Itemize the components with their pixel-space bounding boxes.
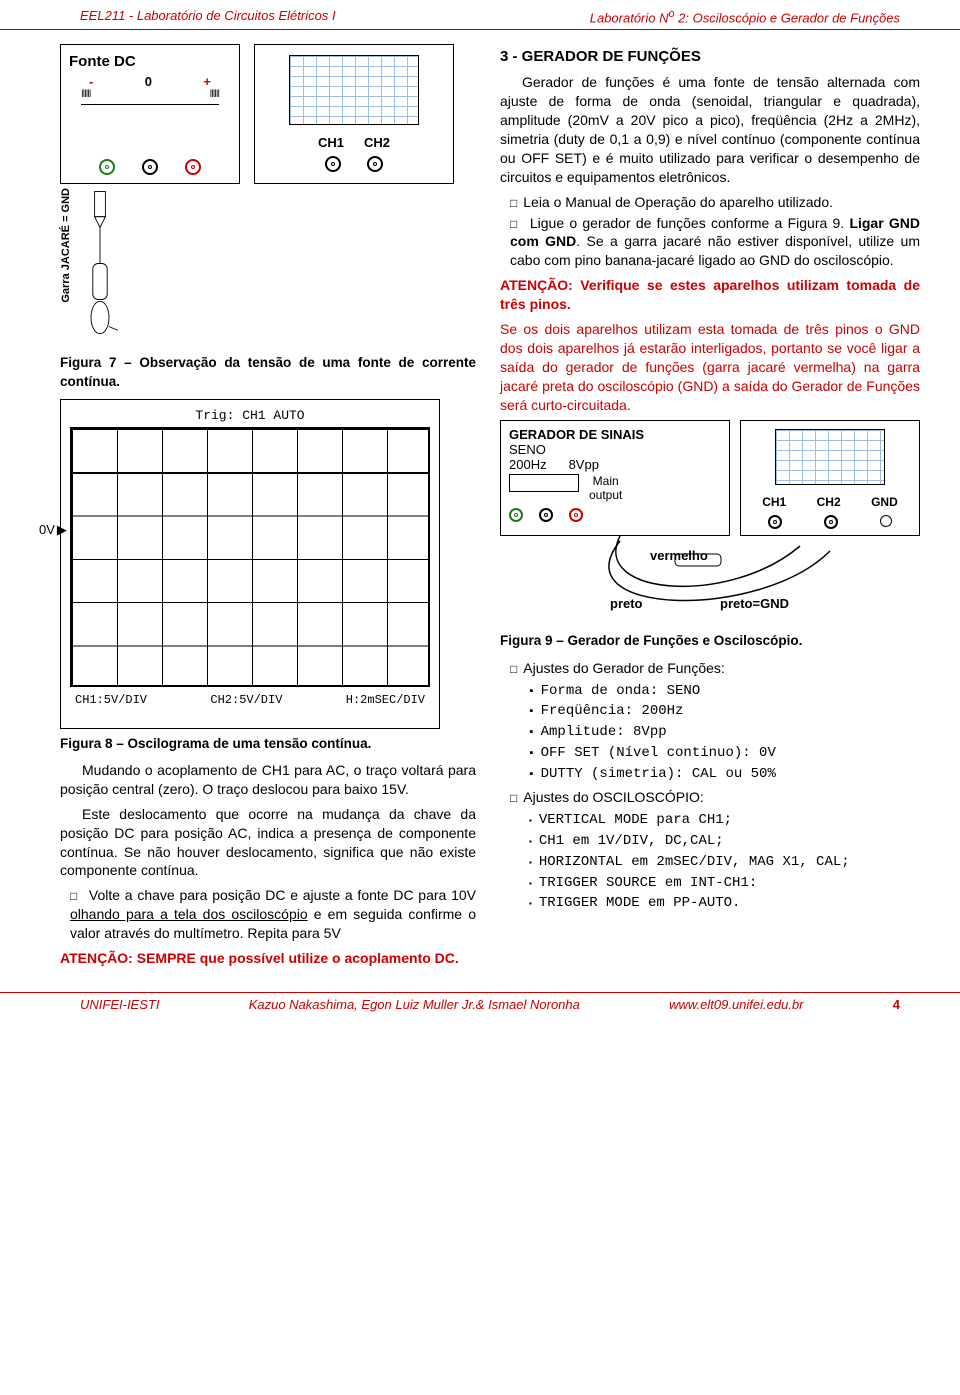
jack-sr-ch2-icon	[824, 515, 838, 529]
page-footer: UNIFEI-IESTI Kazuo Nakashima, Egon Luiz …	[0, 992, 960, 1024]
jack-sr-ch1-icon	[768, 515, 782, 529]
jack-gen-black-icon	[539, 508, 553, 522]
cable-pretognd-label: preto=GND	[720, 596, 789, 611]
probe-icon	[82, 188, 118, 348]
figure-7-caption: Figura 7 – Observação da tensão de uma f…	[60, 354, 476, 390]
osc-item-2: HORIZONTAL em 2mSEC/DIV, MAG X1, CAL;	[528, 853, 920, 872]
figure-9-devices: GERADOR DE SINAIS SENO 200Hz 8Vpp Main o…	[500, 420, 920, 536]
footer-left: UNIFEI-IESTI	[80, 997, 159, 1012]
gen-item-3: OFF SET (Nível continuo): 0V	[528, 744, 920, 763]
cable-vermelho-label: vermelho	[650, 548, 708, 563]
right-column: 3 - GERADOR DE FUNÇÕES Gerador de funçõe…	[500, 44, 920, 974]
para-right-2: Se os dois aparelhos utilizam esta tomad…	[500, 320, 920, 414]
figure-8-caption: Figura 8 – Oscilograma de uma tensão con…	[60, 735, 476, 753]
footer-page: 4	[893, 997, 900, 1012]
step-manual: Leia o Manual de Operação do aparelho ut…	[510, 193, 920, 212]
para-left-1: Mudando o acoplamento de CH1 para AC, o …	[60, 761, 476, 799]
step-left-1: Volte a chave para posição DC e ajuste a…	[70, 886, 476, 943]
ajustes-gen-title: Ajustes do Gerador de Funções:	[510, 659, 920, 678]
jack-gen-green-icon	[509, 508, 523, 522]
cables-icon	[500, 536, 920, 626]
fonte-dc-box: Fonte DC - 0 + ‖‖‖‖‖‖	[60, 44, 240, 184]
osc-item-1: CH1 em 1V/DIV, DC,CAL;	[528, 832, 920, 851]
gen-item-0: Forma de onda: SENO	[528, 682, 920, 701]
scope-mini-grid	[289, 55, 419, 125]
garra-label: Garra JACARÉ = GND	[60, 188, 72, 303]
scope-trace-line	[72, 472, 428, 474]
footer-mid: Kazuo Nakashima, Egon Luiz Muller Jr.& I…	[249, 997, 580, 1012]
figure-9-caption: Figura 9 – Gerador de Funções e Oscilosc…	[500, 632, 920, 650]
cable-drawing: vermelho preto preto=GND	[500, 536, 920, 626]
gerador-sinais-box: GERADOR DE SINAIS SENO 200Hz 8Vpp Main o…	[500, 420, 730, 536]
page-header: EEL211 - Laboratório de Circuitos Elétri…	[0, 0, 960, 30]
fonte-dc-title: Fonte DC	[69, 53, 231, 70]
warning-left: ATENÇÃO: SEMPRE que possível utilize o a…	[60, 949, 476, 968]
osc-item-3: TRIGGER SOURCE em INT-CH1:	[528, 874, 920, 893]
zero-volt-marker: 0V	[39, 522, 67, 538]
scope-right-grid	[775, 429, 885, 485]
figure-8-scope: Trig: CH1 AUTO 0V CH1:5V/DIV CH2:5V/DIV …	[60, 399, 440, 729]
gen-item-4: DUTTY (simetria): CAL ou 50%	[528, 765, 920, 784]
jack-ch2-icon	[367, 156, 383, 172]
left-column: Fonte DC - 0 + ‖‖‖‖‖‖	[60, 44, 476, 974]
scope-grid-large	[70, 427, 430, 687]
gen-item-1: Freqüência: 200Hz	[528, 702, 920, 721]
osc-item-0: VERTICAL MODE para CH1;	[528, 811, 920, 830]
gen-settings-list: Forma de onda: SENO Freqüência: 200Hz Am…	[500, 682, 920, 784]
scope-trig-label: Trig: CH1 AUTO	[69, 408, 431, 423]
jack-red-icon	[185, 159, 201, 175]
ajustes-osc-title: Ajustes do OSCILOSCÓPIO:	[510, 788, 920, 807]
osc-item-4: TRIGGER MODE em PP-AUTO.	[528, 894, 920, 913]
jack-green-icon	[99, 159, 115, 175]
osc-settings-list: VERTICAL MODE para CH1; CH1 em 1V/DIV, D…	[500, 811, 920, 913]
gen-item-2: Amplitude: 8Vpp	[528, 723, 920, 742]
header-right: Laboratório No 2: Osciloscópio e Gerador…	[590, 8, 900, 25]
footer-right: www.elt09.unifei.edu.br	[669, 997, 803, 1012]
fonte-dc-jacks	[61, 159, 239, 175]
figure-7-devices: Fonte DC - 0 + ‖‖‖‖‖‖	[60, 44, 476, 184]
cable-preto-label: preto	[610, 596, 643, 611]
section-3-title: 3 - GERADOR DE FUNÇÕES	[500, 48, 920, 65]
jack-black-icon	[142, 159, 158, 175]
warning-right-1: ATENÇÃO: Verifique se estes aparelhos ut…	[500, 276, 920, 314]
para-right-1: Gerador de funções é uma fonte de tensão…	[500, 73, 920, 186]
jack-gen-red-icon	[569, 508, 583, 522]
header-left: EEL211 - Laboratório de Circuitos Elétri…	[80, 8, 336, 25]
jack-ch1-icon	[325, 156, 341, 172]
step-ligar: Ligue o gerador de funções conforme a Fi…	[510, 214, 920, 271]
jack-sr-gnd-icon	[880, 515, 892, 527]
scope-small-box: CH1 CH2	[254, 44, 454, 184]
scope-right-box: CH1 CH2 GND	[740, 420, 920, 536]
lcd-rect-icon	[509, 474, 579, 492]
para-left-2: Este deslocamento que ocorre na mudança …	[60, 805, 476, 881]
